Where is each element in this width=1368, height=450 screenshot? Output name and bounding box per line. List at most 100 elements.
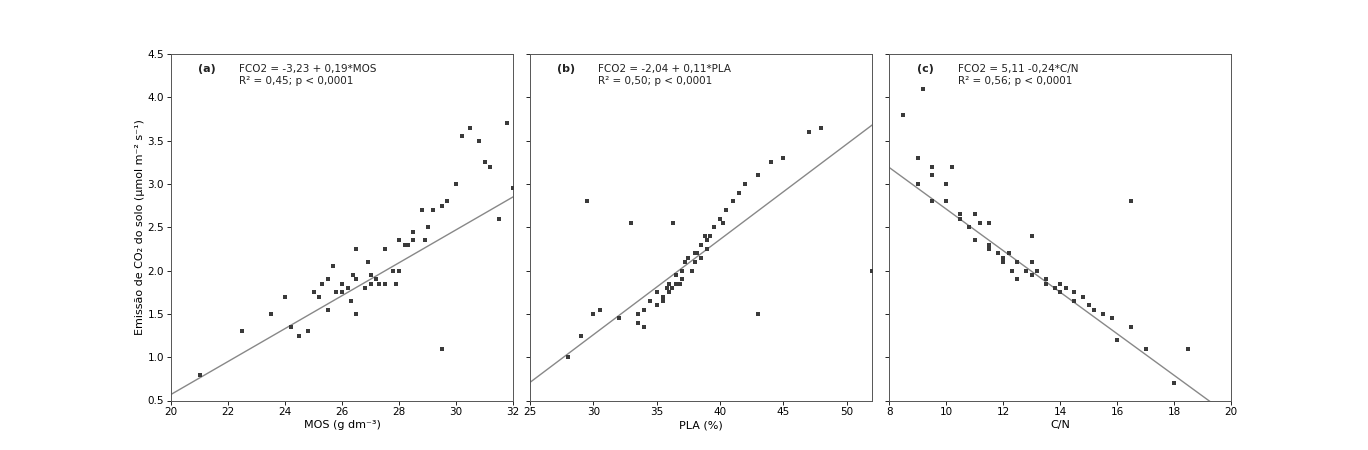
- Point: [337, 284, 358, 292]
- X-axis label: MOS (g dm⁻³): MOS (g dm⁻³): [304, 420, 380, 430]
- Point: [274, 293, 295, 300]
- Point: [1049, 288, 1071, 296]
- Point: [653, 293, 674, 300]
- Point: [921, 163, 943, 170]
- Point: [1092, 310, 1114, 318]
- Point: [696, 237, 718, 244]
- Point: [810, 124, 832, 131]
- Point: [665, 271, 687, 279]
- Text: FCO2 = -3,23 + 0,19*MOS
R² = 0,45; p < 0,0001: FCO2 = -3,23 + 0,19*MOS R² = 0,45; p < 0…: [239, 64, 378, 86]
- Point: [365, 275, 387, 283]
- X-axis label: PLA (%): PLA (%): [680, 420, 722, 430]
- Text: (b): (b): [558, 64, 576, 74]
- Point: [963, 237, 985, 244]
- Point: [655, 284, 677, 292]
- Point: [921, 198, 943, 205]
- Point: [279, 323, 301, 330]
- Point: [627, 310, 648, 318]
- Point: [1100, 315, 1122, 322]
- Point: [1078, 302, 1100, 309]
- Point: [423, 206, 445, 213]
- Point: [653, 297, 674, 305]
- Point: [992, 258, 1014, 265]
- Point: [368, 280, 390, 287]
- Point: [633, 306, 655, 313]
- Point: [345, 245, 367, 252]
- Point: [941, 163, 963, 170]
- Point: [696, 245, 718, 252]
- Y-axis label: Emissão de CO₂ do solo (µmol m⁻² s⁻¹): Emissão de CO₂ do solo (µmol m⁻² s⁻¹): [134, 119, 145, 335]
- Point: [607, 315, 629, 322]
- Point: [331, 288, 353, 296]
- Point: [1120, 323, 1142, 330]
- Point: [936, 180, 958, 188]
- Point: [289, 332, 311, 339]
- Point: [588, 306, 610, 313]
- Point: [357, 258, 379, 265]
- Point: [689, 241, 711, 248]
- Point: [949, 215, 971, 222]
- Point: [383, 267, 405, 274]
- Point: [963, 211, 985, 218]
- Point: [936, 198, 958, 205]
- Point: [1021, 258, 1042, 265]
- Point: [978, 241, 1000, 248]
- Point: [728, 189, 750, 196]
- Point: [860, 267, 882, 274]
- Text: FCO2 = -2,04 + 0,11*PLA
R² = 0,50; p < 0,0001: FCO2 = -2,04 + 0,11*PLA R² = 0,50; p < 0…: [599, 64, 732, 86]
- Point: [1055, 284, 1077, 292]
- Point: [339, 297, 361, 305]
- Point: [416, 224, 438, 231]
- Point: [311, 280, 332, 287]
- Point: [1083, 306, 1105, 313]
- Point: [759, 159, 781, 166]
- Point: [576, 198, 598, 205]
- Point: [662, 219, 684, 226]
- Point: [639, 297, 661, 305]
- Point: [1036, 275, 1057, 283]
- Point: [583, 310, 605, 318]
- Point: [326, 288, 347, 296]
- Point: [684, 258, 706, 265]
- Point: [431, 345, 453, 352]
- Point: [681, 267, 703, 274]
- Point: [672, 275, 694, 283]
- Point: [672, 267, 694, 274]
- Point: [354, 284, 376, 292]
- Point: [621, 219, 643, 226]
- Text: (c): (c): [917, 64, 933, 74]
- Point: [570, 332, 592, 339]
- Point: [389, 267, 410, 274]
- Point: [360, 280, 382, 287]
- Point: [1007, 258, 1029, 265]
- Point: [907, 154, 929, 162]
- Point: [1063, 297, 1085, 305]
- Point: [958, 224, 979, 231]
- Point: [488, 215, 510, 222]
- Point: [308, 293, 330, 300]
- Point: [317, 275, 339, 283]
- X-axis label: C/N: C/N: [1051, 420, 1070, 430]
- Point: [661, 284, 683, 292]
- Point: [646, 302, 668, 309]
- Point: [997, 250, 1019, 257]
- Point: [410, 206, 432, 213]
- Point: [342, 271, 364, 279]
- Point: [345, 275, 367, 283]
- Point: [1036, 280, 1057, 287]
- Point: [1015, 267, 1037, 274]
- Point: [684, 250, 706, 257]
- Point: [1021, 232, 1042, 239]
- Point: [345, 310, 367, 318]
- Point: [413, 237, 435, 244]
- Point: [709, 215, 731, 222]
- Point: [394, 241, 416, 248]
- Point: [1178, 345, 1200, 352]
- Point: [673, 258, 695, 265]
- Point: [1107, 336, 1129, 343]
- Point: [189, 371, 211, 378]
- Point: [689, 254, 711, 261]
- Point: [907, 180, 929, 188]
- Point: [1063, 288, 1085, 296]
- Point: [669, 280, 691, 287]
